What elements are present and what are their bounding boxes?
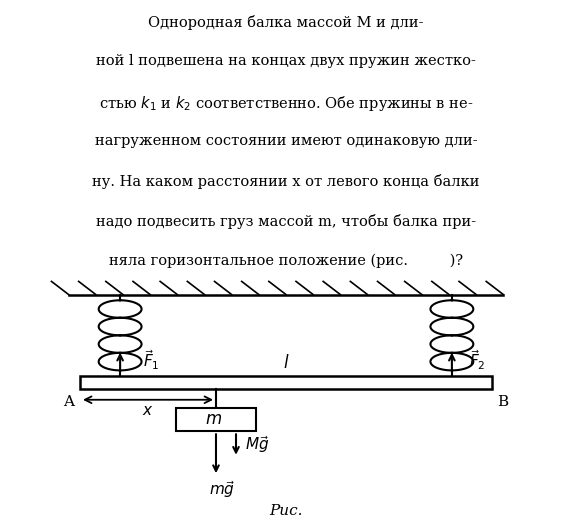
Text: ну. На каком расстоянии x от левого конца балки: ну. На каком расстоянии x от левого конц… xyxy=(92,174,480,189)
Text: $\vec{F}_2$: $\vec{F}_2$ xyxy=(469,349,486,372)
Text: $x$: $x$ xyxy=(142,404,154,418)
Text: няла горизонтальное положение (рис.         )?: няла горизонтальное положение (рис. )? xyxy=(109,254,463,268)
Bar xyxy=(80,376,492,389)
Text: $\vec{F}_1$: $\vec{F}_1$ xyxy=(143,349,160,372)
Text: ной l подвешена на концах двух пружин жестко-: ной l подвешена на концах двух пружин же… xyxy=(96,55,476,68)
Text: стью $k_1$ и $k_2$ соответственно. Обе пружины в не-: стью $k_1$ и $k_2$ соответственно. Обе п… xyxy=(99,94,473,113)
Text: $m\vec{g}$: $m\vec{g}$ xyxy=(209,479,235,500)
Text: $M\vec{g}$: $M\vec{g}$ xyxy=(245,434,269,455)
Text: B: B xyxy=(498,394,509,409)
Text: нагруженном состоянии имеют одинаковую дли-: нагруженном состоянии имеют одинаковую д… xyxy=(95,134,477,148)
Text: надо подвесить груз массой m, чтобы балка при-: надо подвесить груз массой m, чтобы балк… xyxy=(96,214,476,229)
Text: $m$: $m$ xyxy=(205,411,222,428)
Text: Рис.: Рис. xyxy=(269,504,303,518)
Text: Однородная балка массой М и дли-: Однородная балка массой М и дли- xyxy=(148,15,424,30)
Bar xyxy=(176,408,256,431)
Text: $l$: $l$ xyxy=(283,354,289,372)
Text: A: A xyxy=(63,394,74,409)
